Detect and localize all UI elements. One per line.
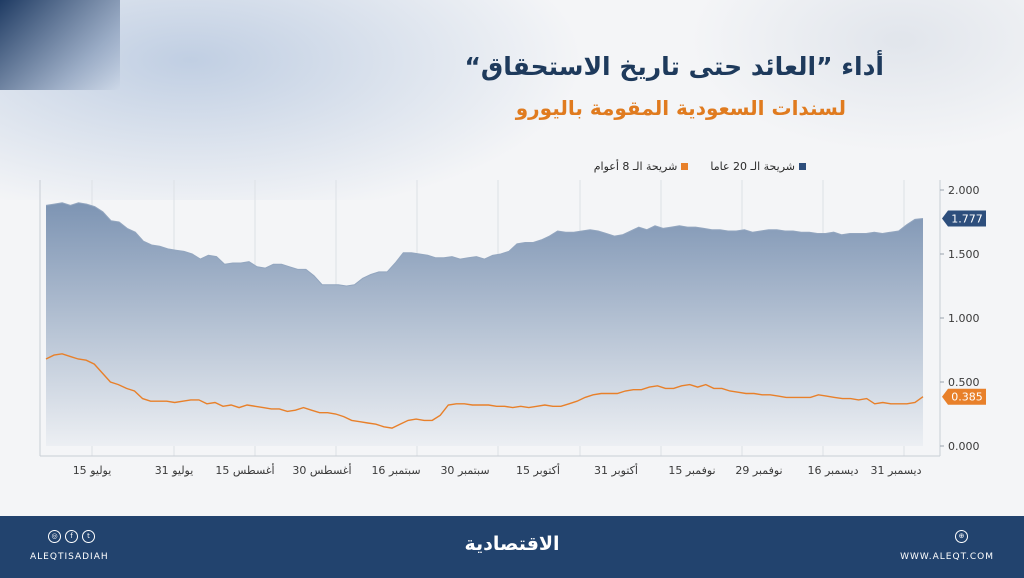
x-tick-label: 15 أكتوبر <box>516 463 560 477</box>
x-tick-label: 29 نوفمبر <box>735 464 782 477</box>
end-label-20-year-text: 1.777 <box>951 213 983 226</box>
y-tick-label: 1.000 <box>948 312 980 325</box>
website-url[interactable]: WWW.ALEQT.COM <box>900 552 994 562</box>
y-tick-label: 2.000 <box>948 184 980 197</box>
chart-subtitle: لسندات السعودية المقومة باليورو <box>515 96 846 120</box>
legend-swatch-20-year <box>799 163 806 170</box>
end-label-20-year-shape <box>942 210 986 227</box>
series-20-year-line <box>45 202 924 287</box>
x-tick-label: 15 يوليو <box>73 464 112 477</box>
x-tick-label: 16 ديسمبر <box>807 464 858 477</box>
legend-item-20-year: شريحة الـ 20 عاما <box>710 160 806 173</box>
x-tick-label: 31 يوليو <box>155 464 194 477</box>
y-axis-labels: 2.000 1.500 1.000 0.500 0.000 <box>940 184 980 453</box>
x-tick-label: 30 سبتمبر <box>440 464 489 477</box>
chart-title: أداء ”العائد حتى تاريخ الاستحقاق“ <box>464 52 884 81</box>
x-axis-labels: 15 يوليو 31 يوليو 15 أغسطس 30 أغسطس 16 سبتمب… <box>73 463 922 477</box>
x-tick-label: 31 أكتوبر <box>594 463 638 477</box>
y-tick-label: 0.000 <box>948 440 980 453</box>
legend-item-8-year: شريحة الـ 8 أعوام <box>594 160 689 173</box>
twitter-icon[interactable]: t <box>82 530 95 543</box>
decorative-financial-image <box>0 0 120 90</box>
instagram-icon[interactable]: ◎ <box>48 530 61 543</box>
x-tick-label: 15 أغسطس <box>215 463 274 477</box>
line-chart: 2.000 1.500 1.000 0.500 0.000 15 يوليو 31 يول… <box>39 180 986 477</box>
globe-icon: ⊕ <box>955 530 968 543</box>
legend-swatch-8-year <box>681 163 689 170</box>
x-tick-label: 30 أغسطس <box>292 463 351 477</box>
social-handle: ALEQTISADIAH <box>30 552 109 562</box>
header-background <box>0 0 1024 200</box>
social-icons: ◎ f t <box>48 530 95 543</box>
legend-label-8-year: شريحة الـ 8 أعوام <box>593 160 678 173</box>
y-tick-label: 1.500 <box>948 248 980 261</box>
legend-label-20-year: شريحة الـ 20 عاما <box>710 160 795 173</box>
end-label-20-year: 1.777 <box>942 210 986 227</box>
end-label-8-year-text: 0.385 <box>951 391 983 404</box>
series-20-year-area <box>46 202 923 446</box>
x-tick-label: 15 نوفمبر <box>668 464 715 477</box>
footer-bar: ◎ f t ALEQTISADIAH الاقتصادية ⊕ WWW.ALEQ… <box>0 516 1024 578</box>
legend: شريحة الـ 20 عاما شريحة الـ 8 أعوام <box>594 160 806 173</box>
y-tick-label: 0.500 <box>948 376 980 389</box>
facebook-icon[interactable]: f <box>65 530 78 543</box>
brand-logo: الاقتصادية <box>464 533 560 555</box>
x-tick-label: 16 سبتمبر <box>371 464 420 477</box>
series-8-year-line <box>45 353 924 429</box>
end-value-labels: 1.777 0.385 <box>942 210 986 405</box>
end-label-8-year-shape <box>942 388 986 405</box>
x-tick-label: 31 ديسمبر <box>870 464 921 477</box>
end-label-8-year: 0.385 <box>942 388 986 405</box>
